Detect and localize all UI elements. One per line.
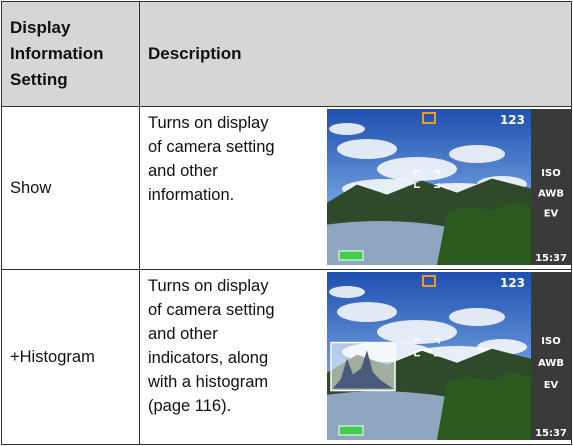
cloud	[337, 139, 397, 159]
setting-cell: +Histogram	[1, 269, 140, 445]
cloud	[377, 320, 457, 344]
focus-frame	[414, 170, 440, 188]
trees	[437, 372, 531, 440]
setting-text: Show	[10, 179, 52, 197]
header-line: Setting	[10, 70, 68, 89]
header-cell: Display Information Setting	[1, 1, 140, 107]
setting-text: +Histogram	[10, 348, 95, 366]
description-line: (page 116).	[148, 397, 232, 415]
panel-icon: ISO	[541, 336, 560, 347]
description-line: and other	[148, 162, 218, 180]
camera-screen: 123 ISO AWB EV 15:37	[327, 109, 571, 265]
battery	[338, 250, 364, 261]
description-line: Turns on display	[148, 114, 269, 132]
time: 15:37	[535, 253, 567, 264]
description-cell: Turns on display of camera setting and oth…	[139, 269, 572, 445]
description-text: Turns on display of camera setting and oth…	[148, 274, 275, 418]
cloud	[449, 145, 505, 163]
focus-frame	[414, 338, 440, 357]
cloud	[337, 302, 397, 322]
cloud	[377, 157, 457, 181]
description-line: indicators, along	[148, 349, 269, 367]
side-panel	[531, 109, 571, 265]
panel-icon: AWB	[538, 188, 564, 199]
time: 15:37	[535, 428, 567, 439]
battery	[338, 425, 364, 436]
counter: 123	[500, 113, 525, 127]
histogram	[333, 350, 393, 389]
description-line: of camera setting	[148, 301, 275, 319]
panel-icon: EV	[544, 209, 559, 220]
setting-cell: Show	[1, 106, 140, 270]
cloud	[329, 286, 365, 298]
description-line: information.	[148, 186, 235, 204]
mode-icon	[422, 112, 436, 124]
panel-icon: EV	[544, 380, 559, 391]
header-line: Display	[10, 18, 71, 37]
counter: 123	[500, 276, 525, 290]
description-line: Turns on display	[148, 277, 269, 295]
header-setting: Display Information Setting	[10, 15, 104, 93]
description-text: Turns on display of camera setting and oth…	[148, 111, 275, 207]
panel-icon: ISO	[541, 168, 560, 179]
panel-icon: AWB	[538, 358, 564, 369]
side-panel	[531, 272, 571, 440]
trees	[437, 202, 531, 265]
mode-icon	[422, 275, 436, 287]
header-cell: Description	[139, 1, 572, 107]
header-line: Information	[10, 44, 104, 63]
camera-screen: 123 ISO AWB EV 15:37	[327, 272, 571, 440]
cloud	[329, 123, 365, 135]
cloud	[449, 308, 505, 326]
description-line: and other	[148, 325, 218, 343]
header-description: Description	[148, 44, 242, 63]
description-line: of camera setting	[148, 138, 275, 156]
description-line: with a histogram	[148, 373, 269, 391]
